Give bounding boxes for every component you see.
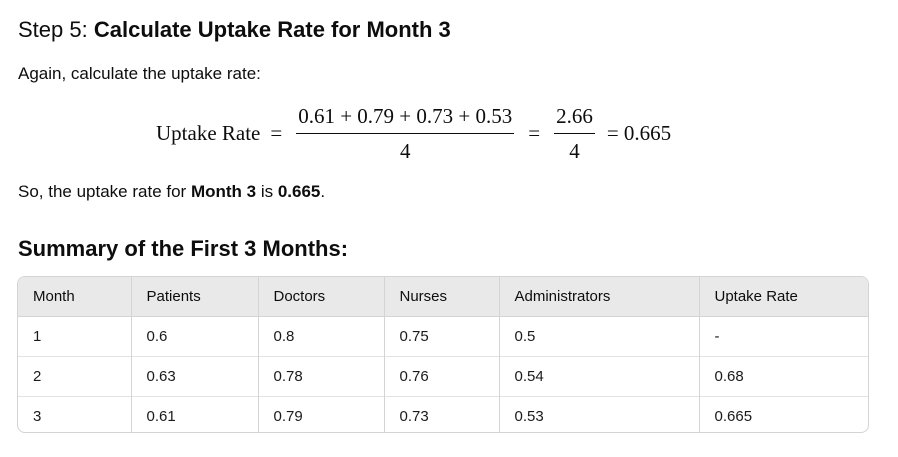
conclusion-month: Month 3	[190, 182, 257, 201]
formula-numerator: 0.61 + 0.79 + 0.73 + 0.53	[298, 103, 513, 128]
table-row: 1 0.6 0.8 0.75 0.5 -	[18, 316, 868, 357]
intro-text: Again, calculate the uptake rate:	[18, 64, 261, 83]
table-cell: 3	[18, 396, 131, 432]
header-doctors: Doctors	[257, 277, 384, 317]
conclusion-end: .	[320, 182, 326, 201]
header-nurses: Nurses	[383, 277, 499, 317]
formula-equals-2: =	[528, 120, 541, 145]
table-row: 3 0.61 0.79 0.73 0.53 0.665	[18, 396, 868, 432]
formula-simplified-numerator: 2.66	[556, 103, 593, 128]
table-cell: 0.61	[130, 396, 258, 432]
table-cell: 0.79	[257, 396, 384, 432]
table-cell: 0.75	[383, 316, 499, 357]
step-heading: Step 5: Calculate Uptake Rate for Month …	[18, 15, 451, 45]
formula-equals: =	[270, 120, 283, 145]
table-cell: 1	[33, 328, 42, 345]
table-cell: 0.53	[498, 396, 699, 432]
table-cell: -	[698, 316, 868, 357]
step-prefix: Step 5:	[18, 17, 94, 42]
fraction-bar	[296, 132, 515, 134]
formula-simplified-denominator: 4	[569, 138, 580, 163]
formula-simplified-fraction: 2.66 4	[554, 103, 595, 164]
formula-fraction: 0.61 + 0.79 + 0.73 + 0.53 4	[296, 103, 515, 164]
header-uptake-rate: Uptake Rate	[698, 277, 868, 317]
table-cell: 0.54	[498, 356, 699, 397]
uptake-formula: Uptake Rate = 0.61 + 0.79 + 0.73 + 0.53 …	[156, 100, 679, 166]
table-cell: 0.73	[383, 396, 499, 432]
formula-denominator: 4	[399, 138, 411, 163]
table-cell: 0.5	[498, 316, 699, 357]
header-month: Month	[18, 277, 131, 317]
header-patients: Patients	[130, 277, 258, 317]
formula-result: = 0.665	[606, 120, 672, 145]
table-cell: 0.665	[698, 396, 868, 432]
conclusion-mid: is	[256, 182, 278, 201]
table-row: 2 0.63 0.78 0.76 0.54 0.68	[18, 356, 868, 397]
table-header-row: Month Patients Doctors Nurses Administra…	[18, 277, 868, 317]
fraction-bar-2	[554, 132, 595, 134]
table-cell: 0.68	[698, 356, 868, 397]
table-cell: 0.63	[130, 356, 258, 397]
conclusion-text: So, the uptake rate for Month 3 is 0.665…	[18, 180, 325, 204]
header-administrators: Administrators	[498, 277, 699, 317]
table-cell: 0.76	[383, 356, 499, 397]
table-cell: 2	[18, 356, 131, 397]
conclusion-value: 0.665	[277, 182, 321, 201]
summary-heading: Summary of the First 3 Months:	[18, 236, 349, 261]
table-cell: 0.78	[257, 356, 384, 397]
formula-lhs: Uptake Rate	[156, 120, 261, 145]
summary-table: Month Patients Doctors Nurses Administra…	[18, 277, 868, 432]
conclusion-pre: So, the uptake rate for	[18, 182, 191, 201]
table-cell: 0.8	[257, 316, 384, 357]
summary-table-container: Month Patients Doctors Nurses Administra…	[17, 276, 869, 433]
table-cell: 0.6	[130, 316, 258, 357]
step-title: Calculate Uptake Rate for Month 3	[93, 17, 451, 42]
